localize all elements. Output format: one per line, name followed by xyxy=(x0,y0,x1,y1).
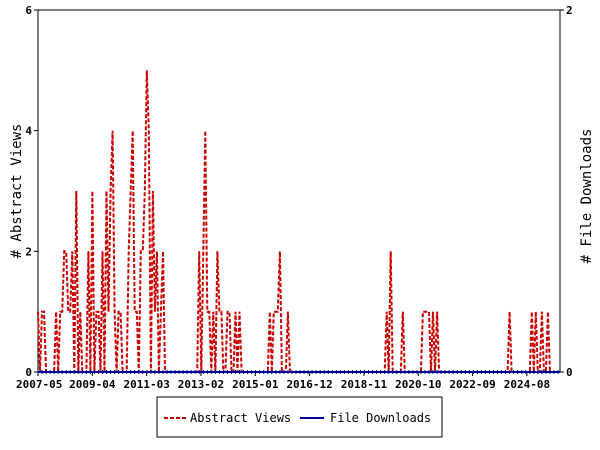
left-tick-label: 2 xyxy=(25,245,32,258)
x-tick-label: 2007-05 xyxy=(16,378,62,391)
legend: Abstract Views File Downloads xyxy=(156,396,443,438)
left-axis: 0 2 4 6 xyxy=(25,4,38,379)
x-tick-label: 2020-10 xyxy=(395,378,441,391)
right-tick-label: 2 xyxy=(566,4,573,17)
plot-area xyxy=(37,9,561,373)
legend-box xyxy=(156,396,443,438)
left-tick-label: 0 xyxy=(25,366,32,379)
x-tick-label: 2018-11 xyxy=(341,378,388,391)
x-tick-label: 2016-12 xyxy=(286,378,332,391)
file-downloads-markers xyxy=(37,370,559,374)
left-tick-label: 4 xyxy=(25,125,32,138)
right-axis: 02 xyxy=(560,4,573,379)
x-tick-label: 2013-02 xyxy=(178,378,224,391)
right-axis-title: # File Downloads xyxy=(579,129,595,264)
x-tick-label: 2015-01 xyxy=(232,378,279,391)
x-tick-label: 2011-03 xyxy=(123,378,169,391)
left-axis-title: # Abstract Views xyxy=(9,124,25,259)
x-tick-label: 2024-08 xyxy=(504,378,550,391)
legend-label-abstract-views: Abstract Views xyxy=(190,411,291,425)
x-axis: 2007-05 2009-04 2011-03 2013-02 2015-01 2016-… xyxy=(16,372,550,391)
x-tick-label: 2022-09 xyxy=(449,378,495,391)
right-tick-label: 0 xyxy=(566,366,573,379)
left-tick-label: 6 xyxy=(25,4,32,17)
x-tick-label: 2009-04 xyxy=(69,378,116,391)
legend-label-file-downloads: File Downloads xyxy=(330,411,431,425)
